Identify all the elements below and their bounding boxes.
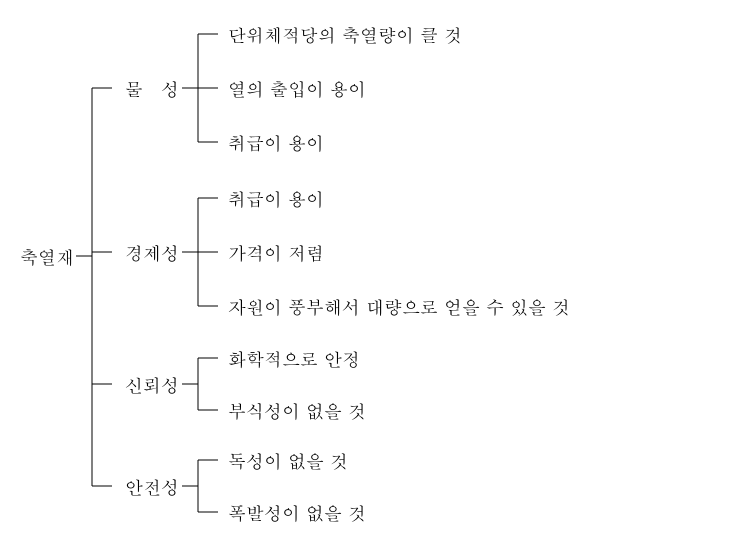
tree-category-label: 물 성 [125, 77, 179, 102]
tree-category-label: 신뢰성 [125, 373, 179, 398]
tree-item-label: 취급이 용이 [228, 131, 324, 156]
tree-category-label: 경제성 [125, 241, 179, 266]
tree-item-label: 단위체적당의 축열량이 클 것 [228, 23, 462, 48]
tree-item-label: 취급이 용이 [228, 187, 324, 212]
tree-item-label: 독성이 없을 것 [228, 449, 348, 474]
tree-item-label: 부식성이 없을 것 [228, 399, 366, 424]
tree-item-label: 가격이 저렴 [228, 241, 324, 266]
tree-item-label: 자원이 풍부해서 대량으로 얻을 수 있을 것 [228, 295, 570, 320]
tree-category-label: 안전성 [125, 475, 179, 500]
tree-item-label: 폭발성이 없을 것 [228, 501, 366, 526]
tree-root-label: 축열재 [20, 245, 74, 270]
tree-item-label: 화학적으로 안정 [228, 347, 360, 372]
tree-item-label: 열의 출입이 용이 [228, 77, 366, 102]
